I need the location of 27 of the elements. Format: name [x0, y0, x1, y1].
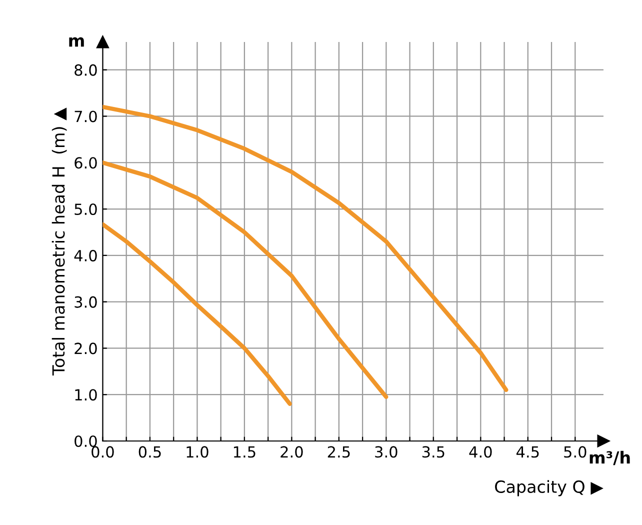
line-series: [102, 222, 292, 406]
x-tick-label: 1.0: [186, 446, 208, 458]
x-tick-label: 0.5: [138, 446, 161, 458]
x-tick-label: 1.5: [234, 446, 256, 458]
x-tick-label: 2.0: [280, 446, 303, 458]
y-axis-title: Total manometric head H (m) ▲: [52, 108, 67, 376]
x-axis-title: Capacity Q ▶: [495, 480, 604, 496]
text: m³/h: [590, 450, 630, 466]
y-tick-label: 6.0: [74, 157, 97, 169]
x-tick-label: 3.0: [375, 446, 398, 458]
y-tick-label: 0.0: [74, 435, 97, 448]
y-tick-label: 7.0: [74, 110, 97, 122]
line-series: [102, 104, 508, 392]
line-series: [102, 160, 388, 400]
y-tick-label: 3.0: [74, 296, 97, 308]
y-tick-label: 4.0: [74, 250, 97, 262]
x-tick-label: 5.0: [564, 446, 586, 458]
y-tick-label: 2.0: [74, 342, 97, 354]
x-tick-label: 4.5: [516, 446, 539, 458]
y-tick-label: 8.0: [74, 64, 97, 76]
x-tick-label: 2.5: [328, 446, 350, 458]
y-tick-label: 1.0: [75, 389, 97, 401]
x-tick-label: 0.0: [92, 446, 114, 458]
y-tick-label: 5.0: [74, 203, 97, 216]
x-tick-label: 4.0: [469, 446, 492, 458]
x-tick-label: 3.5: [422, 446, 444, 458]
text: m: [69, 37, 84, 47]
